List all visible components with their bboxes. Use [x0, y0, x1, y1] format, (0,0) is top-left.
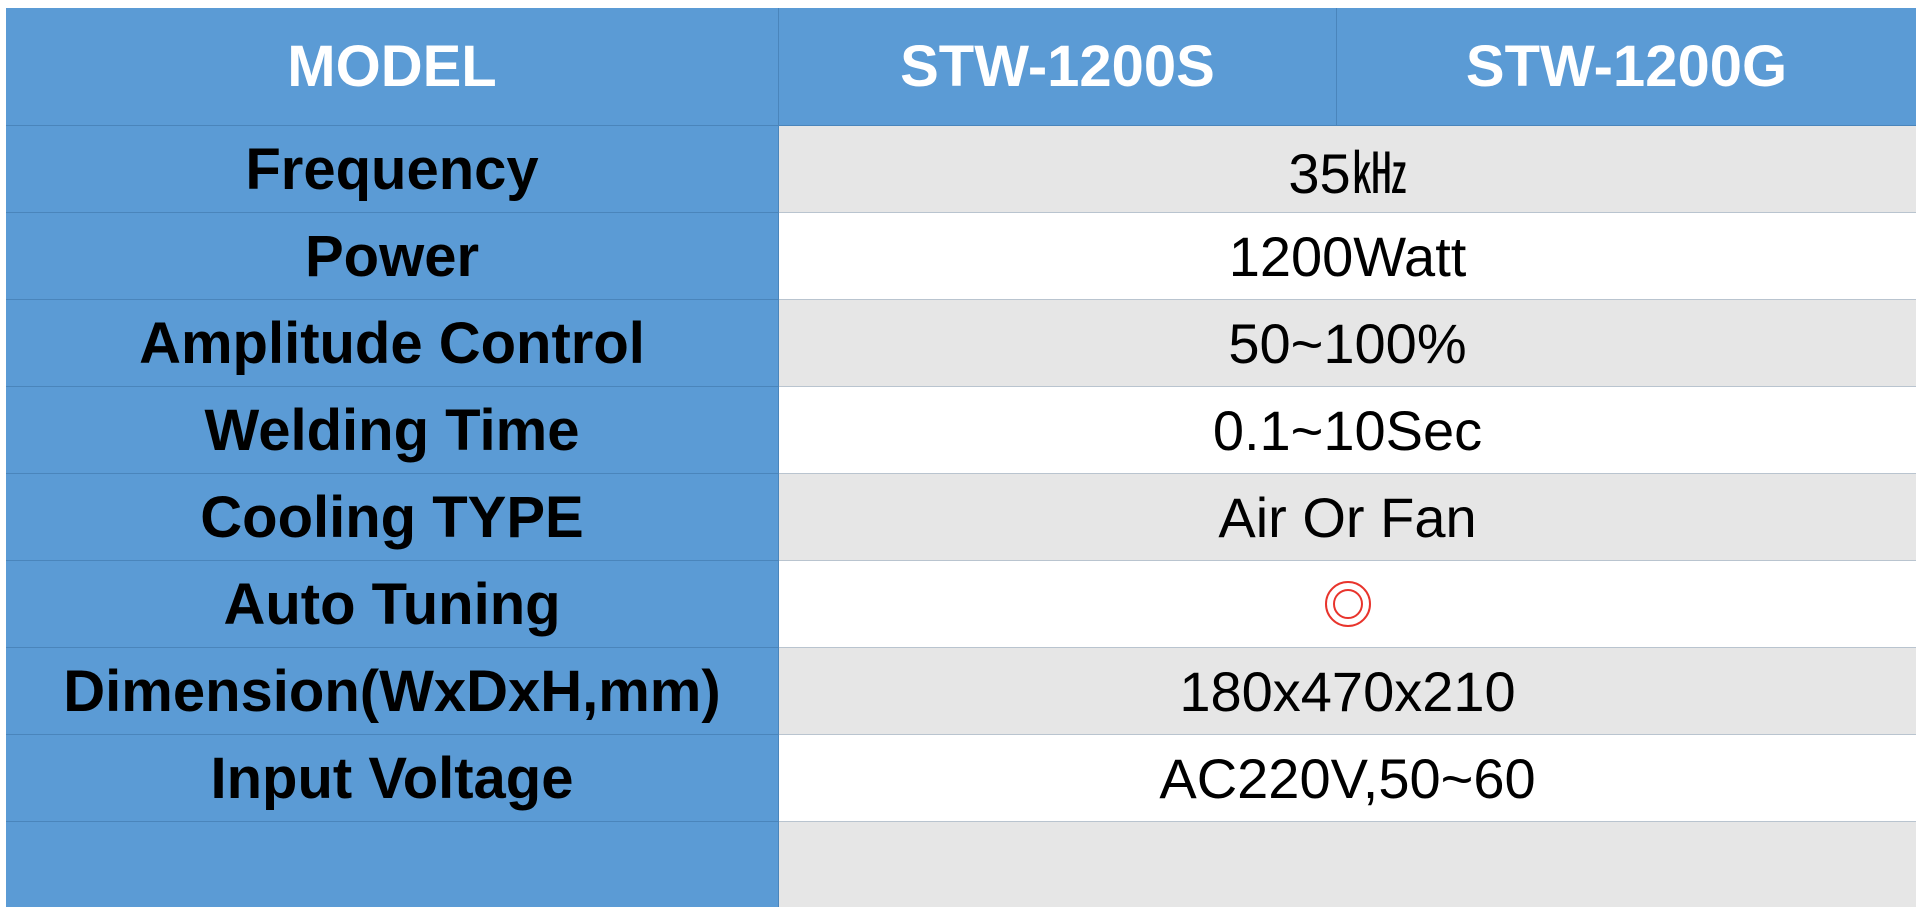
row-label-power: Power: [6, 213, 779, 300]
row-label-amplitude-control: Amplitude Control: [6, 300, 779, 387]
spec-table: MODEL STW-1200S STW-1200G Frequency 35㎑ …: [6, 8, 1916, 907]
row-label-input-voltage: Input Voltage: [6, 735, 779, 822]
double-circle-inner-ring: [1332, 589, 1363, 619]
row-value-power: 1200Watt: [779, 213, 1916, 300]
header-model-a: STW-1200S: [779, 8, 1337, 126]
double-circle-icon: [1324, 581, 1371, 627]
row-value-dimension: 180x470x210: [779, 648, 1916, 735]
row-label-auto-tuning: Auto Tuning: [6, 561, 779, 648]
row-value-frequency: 35㎑: [779, 126, 1916, 213]
row-value-cooling-type: Air Or Fan: [779, 474, 1916, 561]
row-label-cooling-type: Cooling TYPE: [6, 474, 779, 561]
row-value-welding-time: 0.1~10Sec: [779, 387, 1916, 474]
row-value-auto-tuning: [779, 561, 1916, 648]
row-label-empty: [6, 822, 779, 907]
row-value-amplitude-control: 50~100%: [779, 300, 1916, 387]
row-label-welding-time: Welding Time: [6, 387, 779, 474]
header-model-label: MODEL: [6, 8, 779, 126]
row-value-input-voltage: AC220V,50~60: [779, 735, 1916, 822]
row-value-empty: [779, 822, 1916, 907]
row-label-dimension: Dimension(WxDxH,mm): [6, 648, 779, 735]
row-label-frequency: Frequency: [6, 126, 779, 213]
header-model-b: STW-1200G: [1337, 8, 1916, 126]
